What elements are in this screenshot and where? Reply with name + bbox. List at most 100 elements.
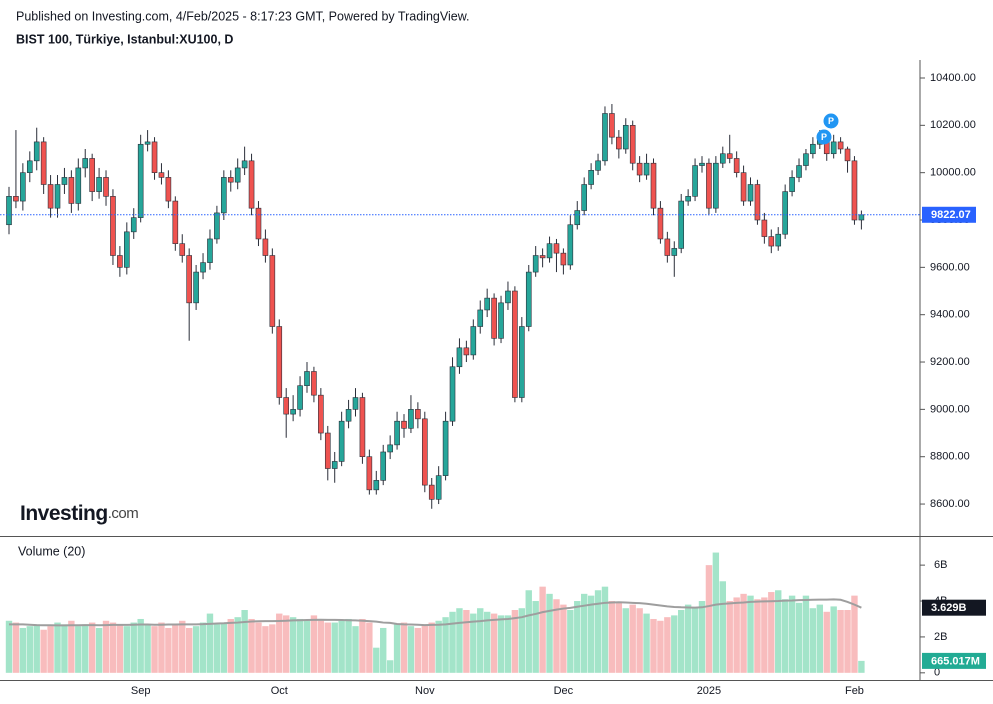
volume-bar [393,624,401,673]
volume-bar [5,620,13,673]
volume-bar [47,626,54,673]
volume-bar [560,604,567,673]
volume-bar [775,590,782,673]
candle-body [234,167,241,183]
candle-body [650,162,657,209]
candle-body [761,219,768,237]
volume-bar [165,627,172,673]
candle-body [387,444,393,453]
published-note: Published on Investing.com, 4/Feb/2025 -… [16,9,470,23]
volume-bar [359,618,366,673]
volume-bar [449,611,456,673]
candle-body [137,143,144,218]
candle-body [373,480,380,491]
volume-bar [19,627,27,673]
volume-bar [657,620,664,673]
candle-body [26,160,33,173]
symbol-title: BIST 100, Türkiye, Istanbul:XU100, D [16,32,233,46]
volume-bar [192,626,200,673]
volume-bar [324,622,331,673]
volume-bar [518,608,526,673]
volume-bar [497,615,505,673]
volume-bar [574,601,581,673]
volume-bar [95,627,103,673]
volume-bar [123,626,131,673]
volume-bar [837,610,844,673]
candle-body [318,394,324,434]
volume-bar [151,626,158,673]
logo-suffix: .com [108,505,139,522]
last-price-box [922,206,976,223]
y-tick-label: 10400.00 [930,72,976,84]
volume-bar [179,620,186,673]
volume-bar [276,613,283,673]
volume-bar [809,608,817,673]
candle-body [207,238,213,263]
volume-bar [504,615,512,673]
volume-bar [130,622,137,673]
candle-body [68,177,75,204]
candle-body [89,158,95,192]
candle-body [269,255,276,327]
volume-bar [414,627,422,673]
candle-body [505,290,511,304]
candle-body [553,243,560,254]
candle-body [130,217,137,233]
value-label: 3.629B [931,602,967,614]
candle-body [740,172,747,202]
candle-body [324,432,331,469]
candle-body [664,238,671,256]
volume-bar [684,604,692,673]
volume-bar [386,660,394,673]
volume-bar [380,627,387,673]
x-tick-label: Nov [415,685,435,697]
candle-body [574,210,581,226]
candle-body [221,177,227,214]
candle-body [248,160,255,209]
volume-bar [483,611,491,673]
value-label-box [922,599,986,616]
candle-body [789,177,795,192]
volume-title: Volume (20) [18,544,85,558]
volume-bar [400,622,408,673]
volume-bar [567,610,574,673]
y-tick-label: 10000.00 [930,167,976,179]
x-tick-label: Dec [554,685,574,697]
volume-bar [75,626,82,673]
volume-bar [712,552,720,673]
volume-bar [719,581,726,673]
y-tick-label: 9400.00 [930,309,970,321]
candle-body [844,148,851,162]
candle-body [643,162,650,176]
volume-bar [213,624,221,673]
volume-bar [823,611,830,673]
volume-bar [740,593,747,673]
candle-body [706,162,712,209]
volume-bar [851,595,858,673]
candle-body [719,153,726,164]
candle-body [61,177,68,185]
volume-bar [768,592,775,673]
volume-bar [726,601,733,673]
volume-bar [109,622,117,673]
logo: Investing.com [20,502,138,525]
annotation-marker: P [816,129,832,145]
candle-body [470,326,477,356]
candle-body [421,418,428,486]
volume-bar [643,613,650,673]
candle-body [484,297,490,311]
volume-bar [317,620,325,673]
candle-body [186,255,192,304]
candle-body [671,248,678,256]
y-tick-label: 2B [934,631,947,643]
volume-bar [345,618,352,673]
volume-bar [477,608,484,673]
marker-label: P [821,132,827,142]
y-tick-label: 10200.00 [930,119,976,131]
candle-body [394,420,400,446]
volume-bar [116,624,124,673]
volume-bar [629,604,636,673]
candle-body [532,255,539,273]
candle-body [200,262,206,273]
candle-body [345,409,352,422]
